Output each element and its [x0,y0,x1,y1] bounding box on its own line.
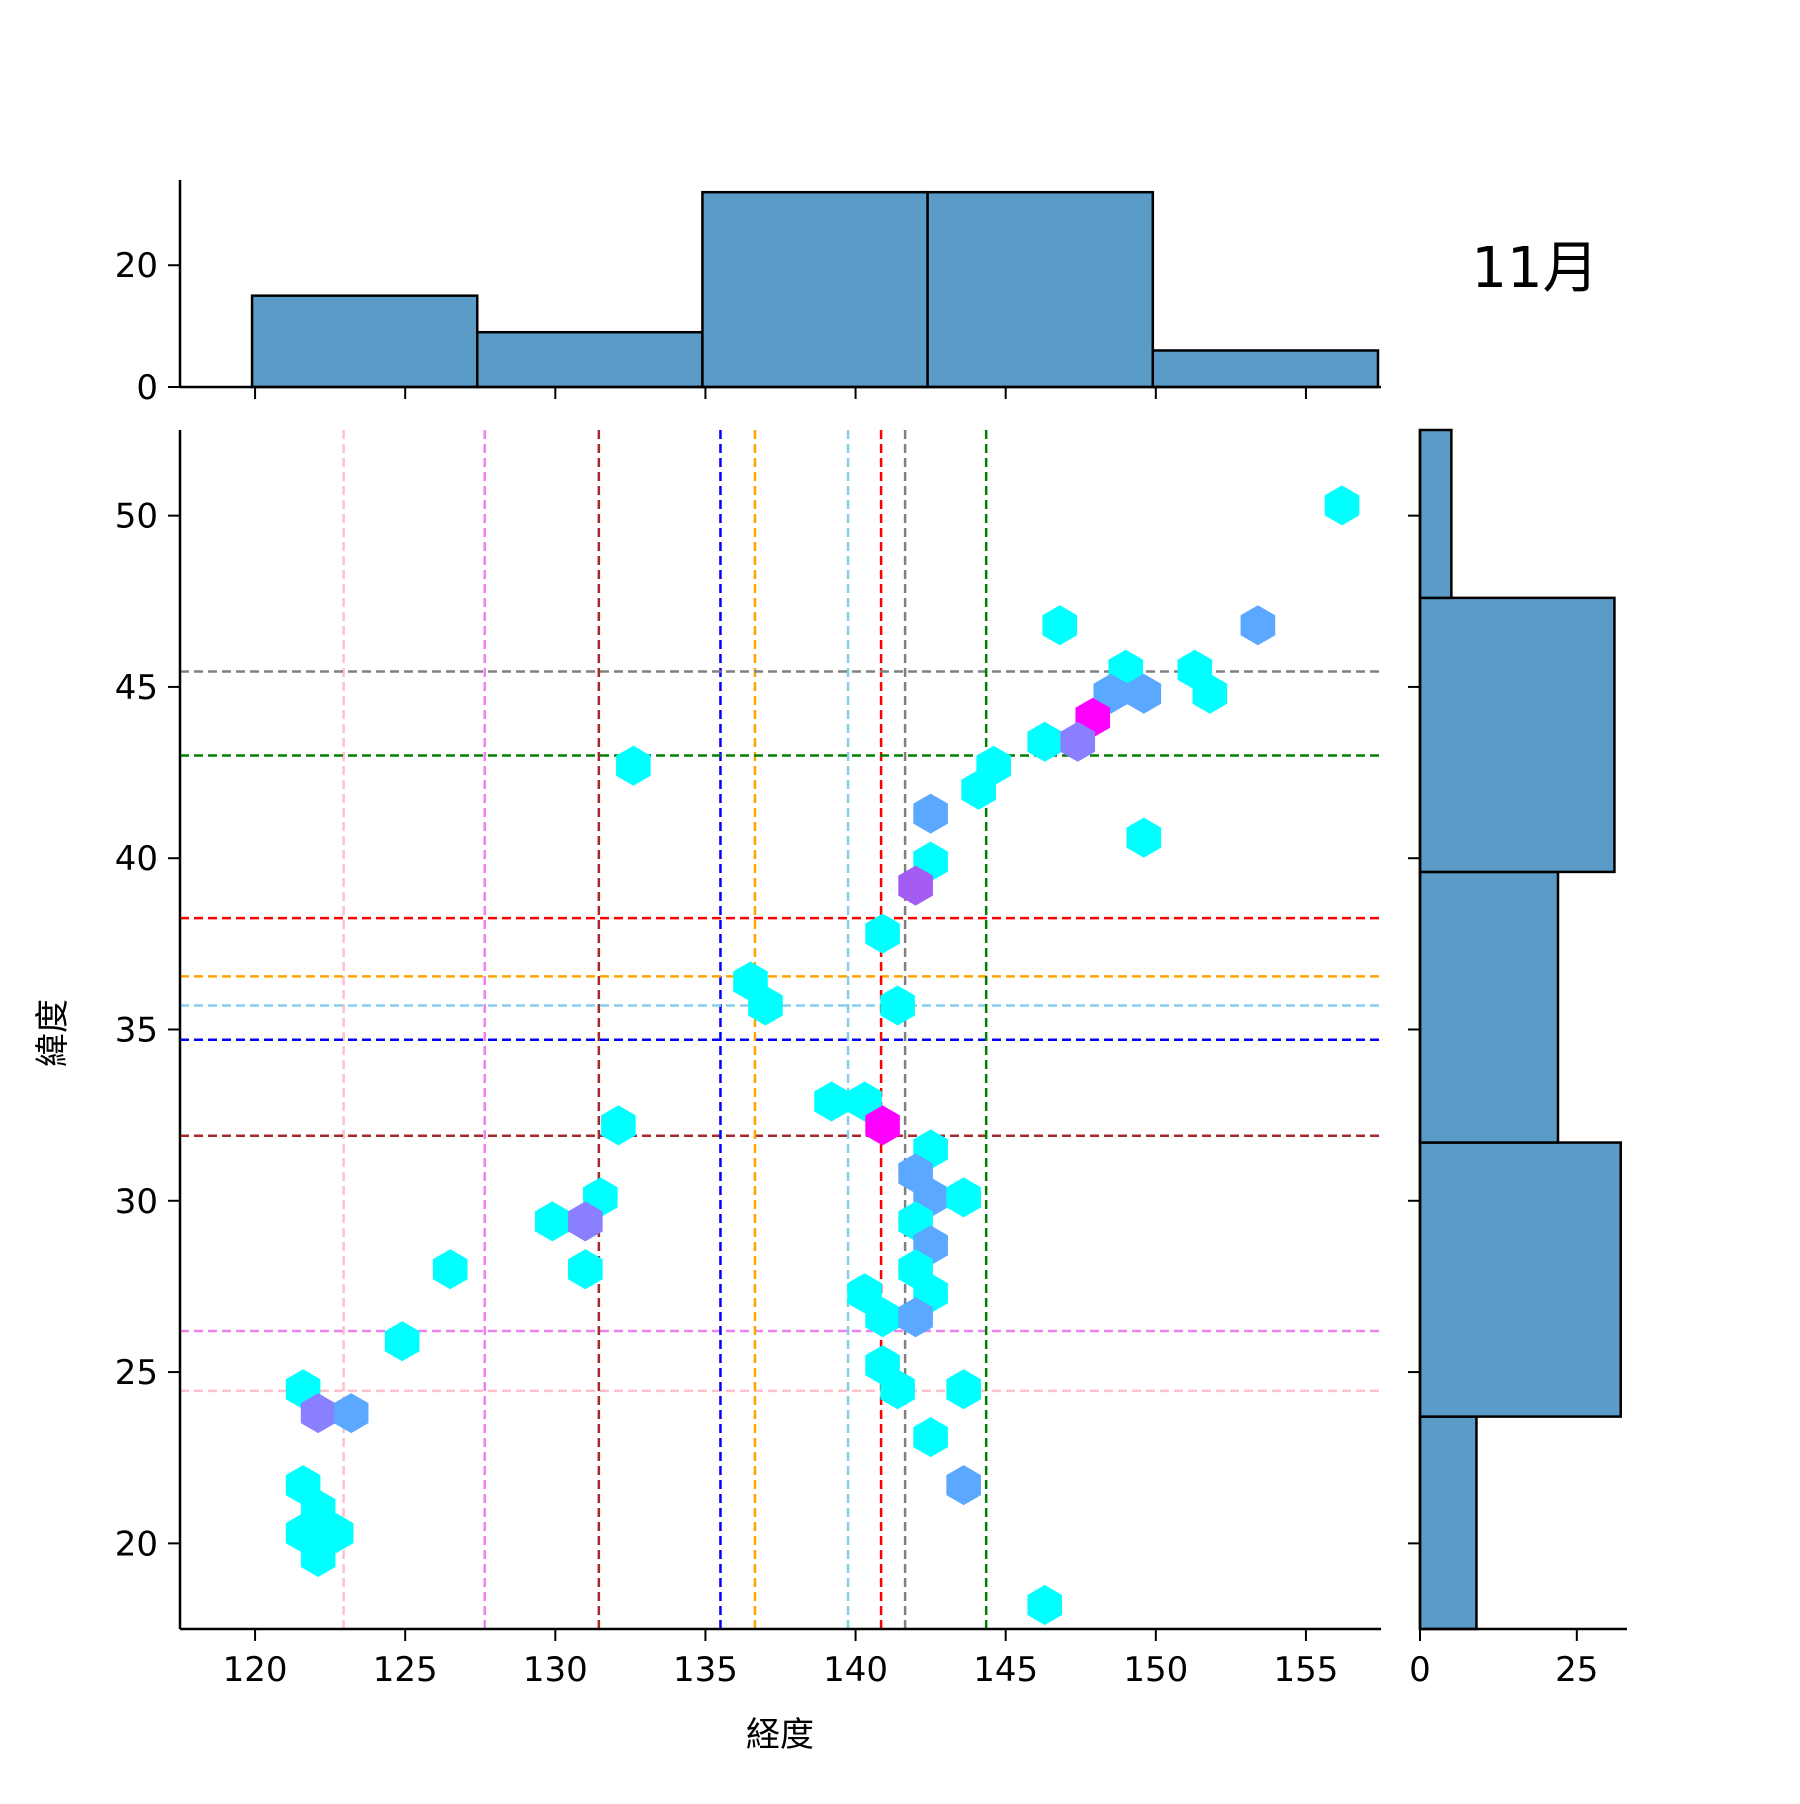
hexbin-cell-40 [865,1297,900,1338]
hexbin-cell-32 [568,1201,603,1242]
right-x-tick-label: 0 [1409,1650,1431,1690]
hexbin-cell-18 [865,913,900,954]
hexbin-cell-56 [1027,1585,1063,1626]
x-tick-label: 155 [1273,1650,1338,1690]
hexbin-cell-36 [568,1249,603,1290]
hexbin-cell-6 [1126,673,1162,714]
top-histogram-bar-4 [1151,349,1380,389]
main-plot: 120 125 130 135 140 145 150 155 20 25 30 35 40 45 50 経… [33,430,1381,1755]
hexbin-cell-10 [1060,721,1096,762]
right-histogram-axes: 0 25 [1408,430,1627,1690]
top-y-tick-label: 0 [136,368,158,408]
hexbin-cell-41 [898,1297,933,1338]
hexbin-cell-11 [616,745,651,786]
x-tick-label: 150 [1123,1650,1188,1690]
right-histogram-bar-0 [1418,1415,1478,1631]
top-histogram-bar-1 [475,330,704,389]
hexbin-cell-49 [913,1417,948,1458]
hexbin-cell-1 [1042,605,1078,646]
hexbin-cell-48 [333,1393,369,1434]
x-axis-label: 経度 [746,1715,814,1755]
top-histogram-bars [250,190,1380,389]
hexbin-cell-47 [300,1393,336,1434]
y-tick-label: 40 [115,839,158,879]
top-marginal-histogram: 0 20 [115,180,1381,408]
hexbin-cell-30 [946,1177,981,1218]
top-y-tick-label: 20 [115,246,158,286]
y-tick-label: 25 [115,1353,158,1393]
right-histogram-bar-1 [1418,1141,1622,1418]
y-tick-label: 50 [115,497,158,537]
main-axes: 120 125 130 135 140 145 150 155 20 25 30 35 40 45 50 [115,430,1381,1690]
hexbin-cell-13 [961,769,996,810]
y-axis-label: 緯度 [33,999,73,1067]
y-tick-label: 20 [115,1524,158,1564]
y-tick-label: 35 [115,1011,158,1051]
hexbin-cell-17 [898,865,933,906]
x-tick-label: 120 [223,1650,288,1690]
hexbin-cell-24 [601,1105,636,1146]
hexbin-cell-55 [300,1537,336,1578]
right-histogram-bar-4 [1418,428,1453,600]
top-histogram-bar-0 [250,294,479,389]
x-tick-label: 140 [823,1650,888,1690]
y-tick-label: 30 [115,1182,158,1222]
hexbin-cell-25 [865,1105,900,1146]
x-tick-label: 130 [523,1650,588,1690]
y-tick-label: 45 [115,668,158,708]
hexbin-cell-20 [748,985,783,1026]
hexbin-cell-9 [1027,721,1063,762]
chart-title: 11月 [1471,236,1598,301]
reference-lines [180,430,1381,1629]
right-marginal-histogram: 0 25 [1408,428,1627,1690]
hexbin-cell-22 [814,1081,849,1122]
hexbin-cell-0 [1324,485,1360,526]
x-tick-label: 145 [973,1650,1038,1690]
top-histogram-axes: 0 20 [115,180,1381,408]
right-histogram-bars [1418,428,1622,1631]
hexbin-cell-15 [1126,817,1162,858]
hexbin-cell-2 [1240,605,1276,646]
hexbin-cell-46 [946,1369,981,1410]
x-tick-label: 125 [373,1650,438,1690]
hexbin-cell-51 [946,1465,981,1506]
x-tick-label: 135 [673,1650,738,1690]
hexbin-cell-7 [1192,673,1228,714]
hexbin-cell-45 [880,1369,915,1410]
hexbin-cell-35 [432,1249,468,1290]
right-histogram-bar-3 [1418,596,1616,874]
top-histogram-bar-2 [701,190,929,389]
hexbin-cell-42 [384,1321,420,1362]
top-histogram-bar-3 [926,190,1155,389]
right-histogram-bar-2 [1418,870,1560,1144]
hexbin-cells [285,485,1360,1626]
right-x-tick-label: 25 [1555,1650,1598,1690]
hexbin-cell-31 [535,1201,570,1242]
hexbin-cell-21 [880,985,915,1026]
hexbin-cell-14 [913,793,948,834]
